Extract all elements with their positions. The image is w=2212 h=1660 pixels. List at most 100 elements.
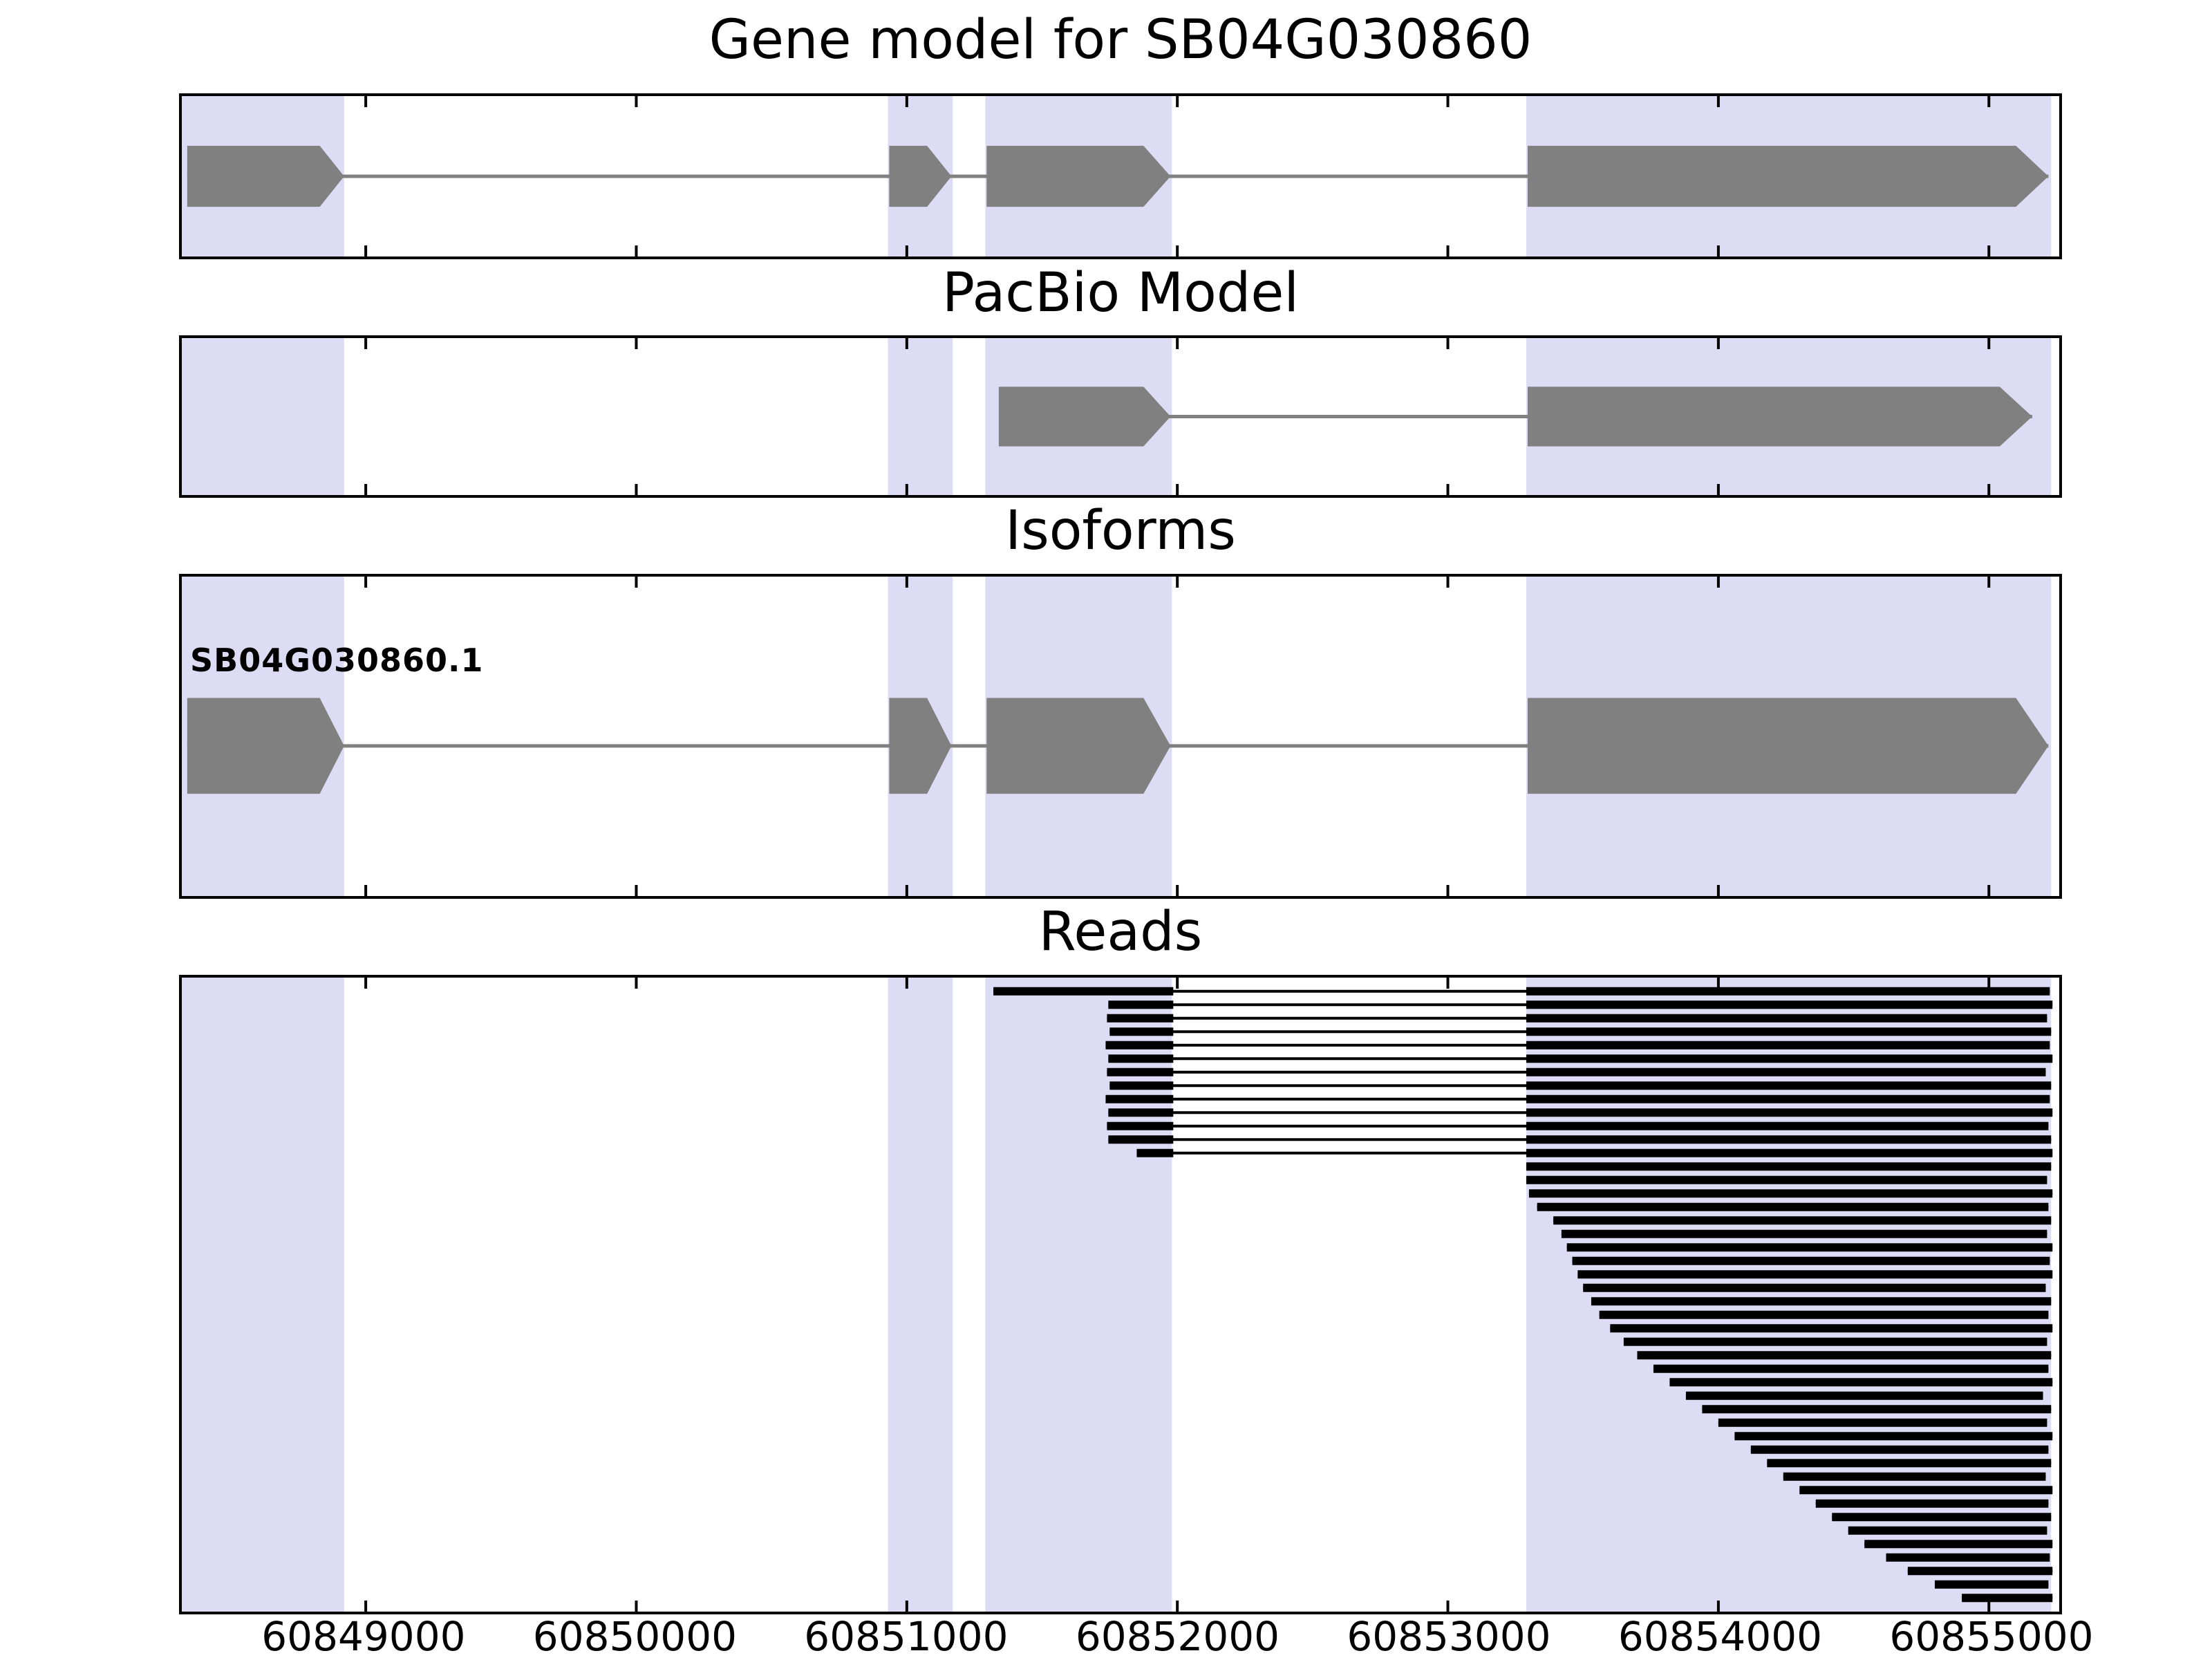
tick-mark: [1716, 96, 1720, 107]
tick-mark: [364, 484, 368, 495]
track-canvas: [182, 96, 2052, 257]
exon-highlight-band: [182, 338, 344, 495]
tick-mark: [1716, 885, 1720, 896]
read-block: [1583, 1283, 2046, 1292]
x-tick-label: 60849000: [261, 1613, 466, 1660]
isoforms-title: Isoforms: [1005, 500, 1236, 562]
read-block: [1934, 1580, 2049, 1589]
read-block: [1610, 1324, 2053, 1333]
tick-mark: [1446, 484, 1450, 495]
pacbio-model-title: PacBio Model: [941, 262, 1300, 324]
exon: [1527, 698, 2049, 794]
tick-mark: [1176, 577, 1179, 588]
x-tick-label: 60854000: [1618, 1613, 1823, 1660]
read-block: [1526, 1175, 2047, 1184]
read-block: [1105, 1041, 1174, 1050]
tick-mark: [1446, 96, 1450, 107]
tick-mark: [1716, 978, 1720, 989]
exon: [1527, 145, 2049, 207]
tick-mark: [635, 885, 638, 896]
exon-highlight-band: [182, 978, 344, 1612]
read-block: [1526, 1041, 2050, 1050]
read-block: [1107, 1014, 1174, 1023]
tick-mark: [1987, 245, 1991, 257]
read-block: [1526, 1135, 2052, 1144]
read-block: [1572, 1256, 2050, 1265]
read-block: [1526, 1000, 2053, 1009]
read-block: [1767, 1459, 2052, 1468]
read-block: [1783, 1472, 2046, 1481]
read-block: [1669, 1378, 2053, 1387]
tick-mark: [635, 338, 638, 349]
tick-mark: [1987, 1601, 1991, 1612]
tick-mark: [364, 1601, 368, 1612]
read-block: [1107, 1121, 1174, 1130]
tick-mark: [364, 577, 368, 588]
read-block: [1526, 1148, 2053, 1157]
tick-mark: [905, 577, 908, 588]
tick-mark: [1176, 338, 1179, 349]
read-block: [1526, 1121, 2049, 1130]
read-block: [1815, 1499, 2049, 1508]
read-block: [1734, 1432, 2053, 1441]
tick-mark: [1446, 978, 1450, 989]
tick-mark: [905, 96, 908, 107]
read-block: [1105, 1094, 1174, 1103]
x-tick-label: 60850000: [532, 1613, 738, 1660]
tick-mark: [1176, 1601, 1179, 1612]
exon-highlight-band: [888, 978, 953, 1612]
exon-highlight-band: [888, 338, 953, 495]
read-block: [1577, 1270, 2053, 1279]
read-block: [1591, 1297, 2052, 1306]
read-block: [1702, 1405, 2052, 1414]
tick-mark: [1176, 245, 1179, 257]
exon: [187, 145, 344, 207]
read-block: [1637, 1351, 2052, 1360]
read-block: [1108, 1054, 1174, 1063]
tick-mark: [635, 978, 638, 989]
tick-mark: [1446, 577, 1450, 588]
tick-mark: [905, 978, 908, 989]
read-block: [1109, 1027, 1174, 1036]
tick-mark: [1987, 338, 1991, 349]
read-block: [1832, 1513, 2052, 1522]
tick-mark: [1176, 978, 1179, 989]
read-block: [1561, 1229, 2047, 1238]
tick-mark: [364, 338, 368, 349]
intron-line: [998, 415, 2032, 418]
tick-mark: [635, 484, 638, 495]
x-axis-labels: 60849000 60850000 60851000 60852000 60853000…: [179, 1613, 2093, 1660]
tick-mark: [1446, 1601, 1450, 1612]
tick-mark: [364, 245, 368, 257]
read-block: [1864, 1540, 2053, 1549]
x-tick-label: 60853000: [1347, 1613, 1551, 1660]
track-canvas: [182, 978, 2053, 1612]
tick-mark: [1716, 338, 1720, 349]
tick-mark: [1716, 484, 1720, 495]
tick-mark: [1176, 96, 1179, 107]
isoforms-track-panel: SB04G030860.1: [179, 574, 2062, 899]
tick-mark: [1176, 484, 1179, 495]
x-tick-label: 60852000: [1075, 1613, 1280, 1660]
read-block: [1528, 1189, 2053, 1198]
read-block: [1526, 1067, 2046, 1076]
tick-mark: [905, 885, 908, 896]
read-block: [1526, 1054, 2053, 1063]
x-tick-label: 60855000: [1889, 1613, 2094, 1660]
x-tick-label: 60851000: [804, 1613, 1009, 1660]
read-block: [1599, 1310, 2049, 1319]
read-block: [1526, 1027, 2052, 1036]
reads-track-panel: [179, 975, 2062, 1614]
read-block: [1718, 1418, 2047, 1427]
exon: [889, 145, 952, 207]
read-block: [993, 987, 1174, 996]
tick-mark: [635, 96, 638, 107]
read-block: [1653, 1364, 2049, 1373]
read-block: [1107, 1067, 1174, 1076]
pacbio-model-track-panel: [179, 335, 2062, 498]
tick-mark: [1987, 96, 1991, 107]
tick-mark: [1987, 577, 1991, 588]
read-block: [1962, 1594, 2053, 1603]
read-block: [1553, 1216, 2052, 1225]
